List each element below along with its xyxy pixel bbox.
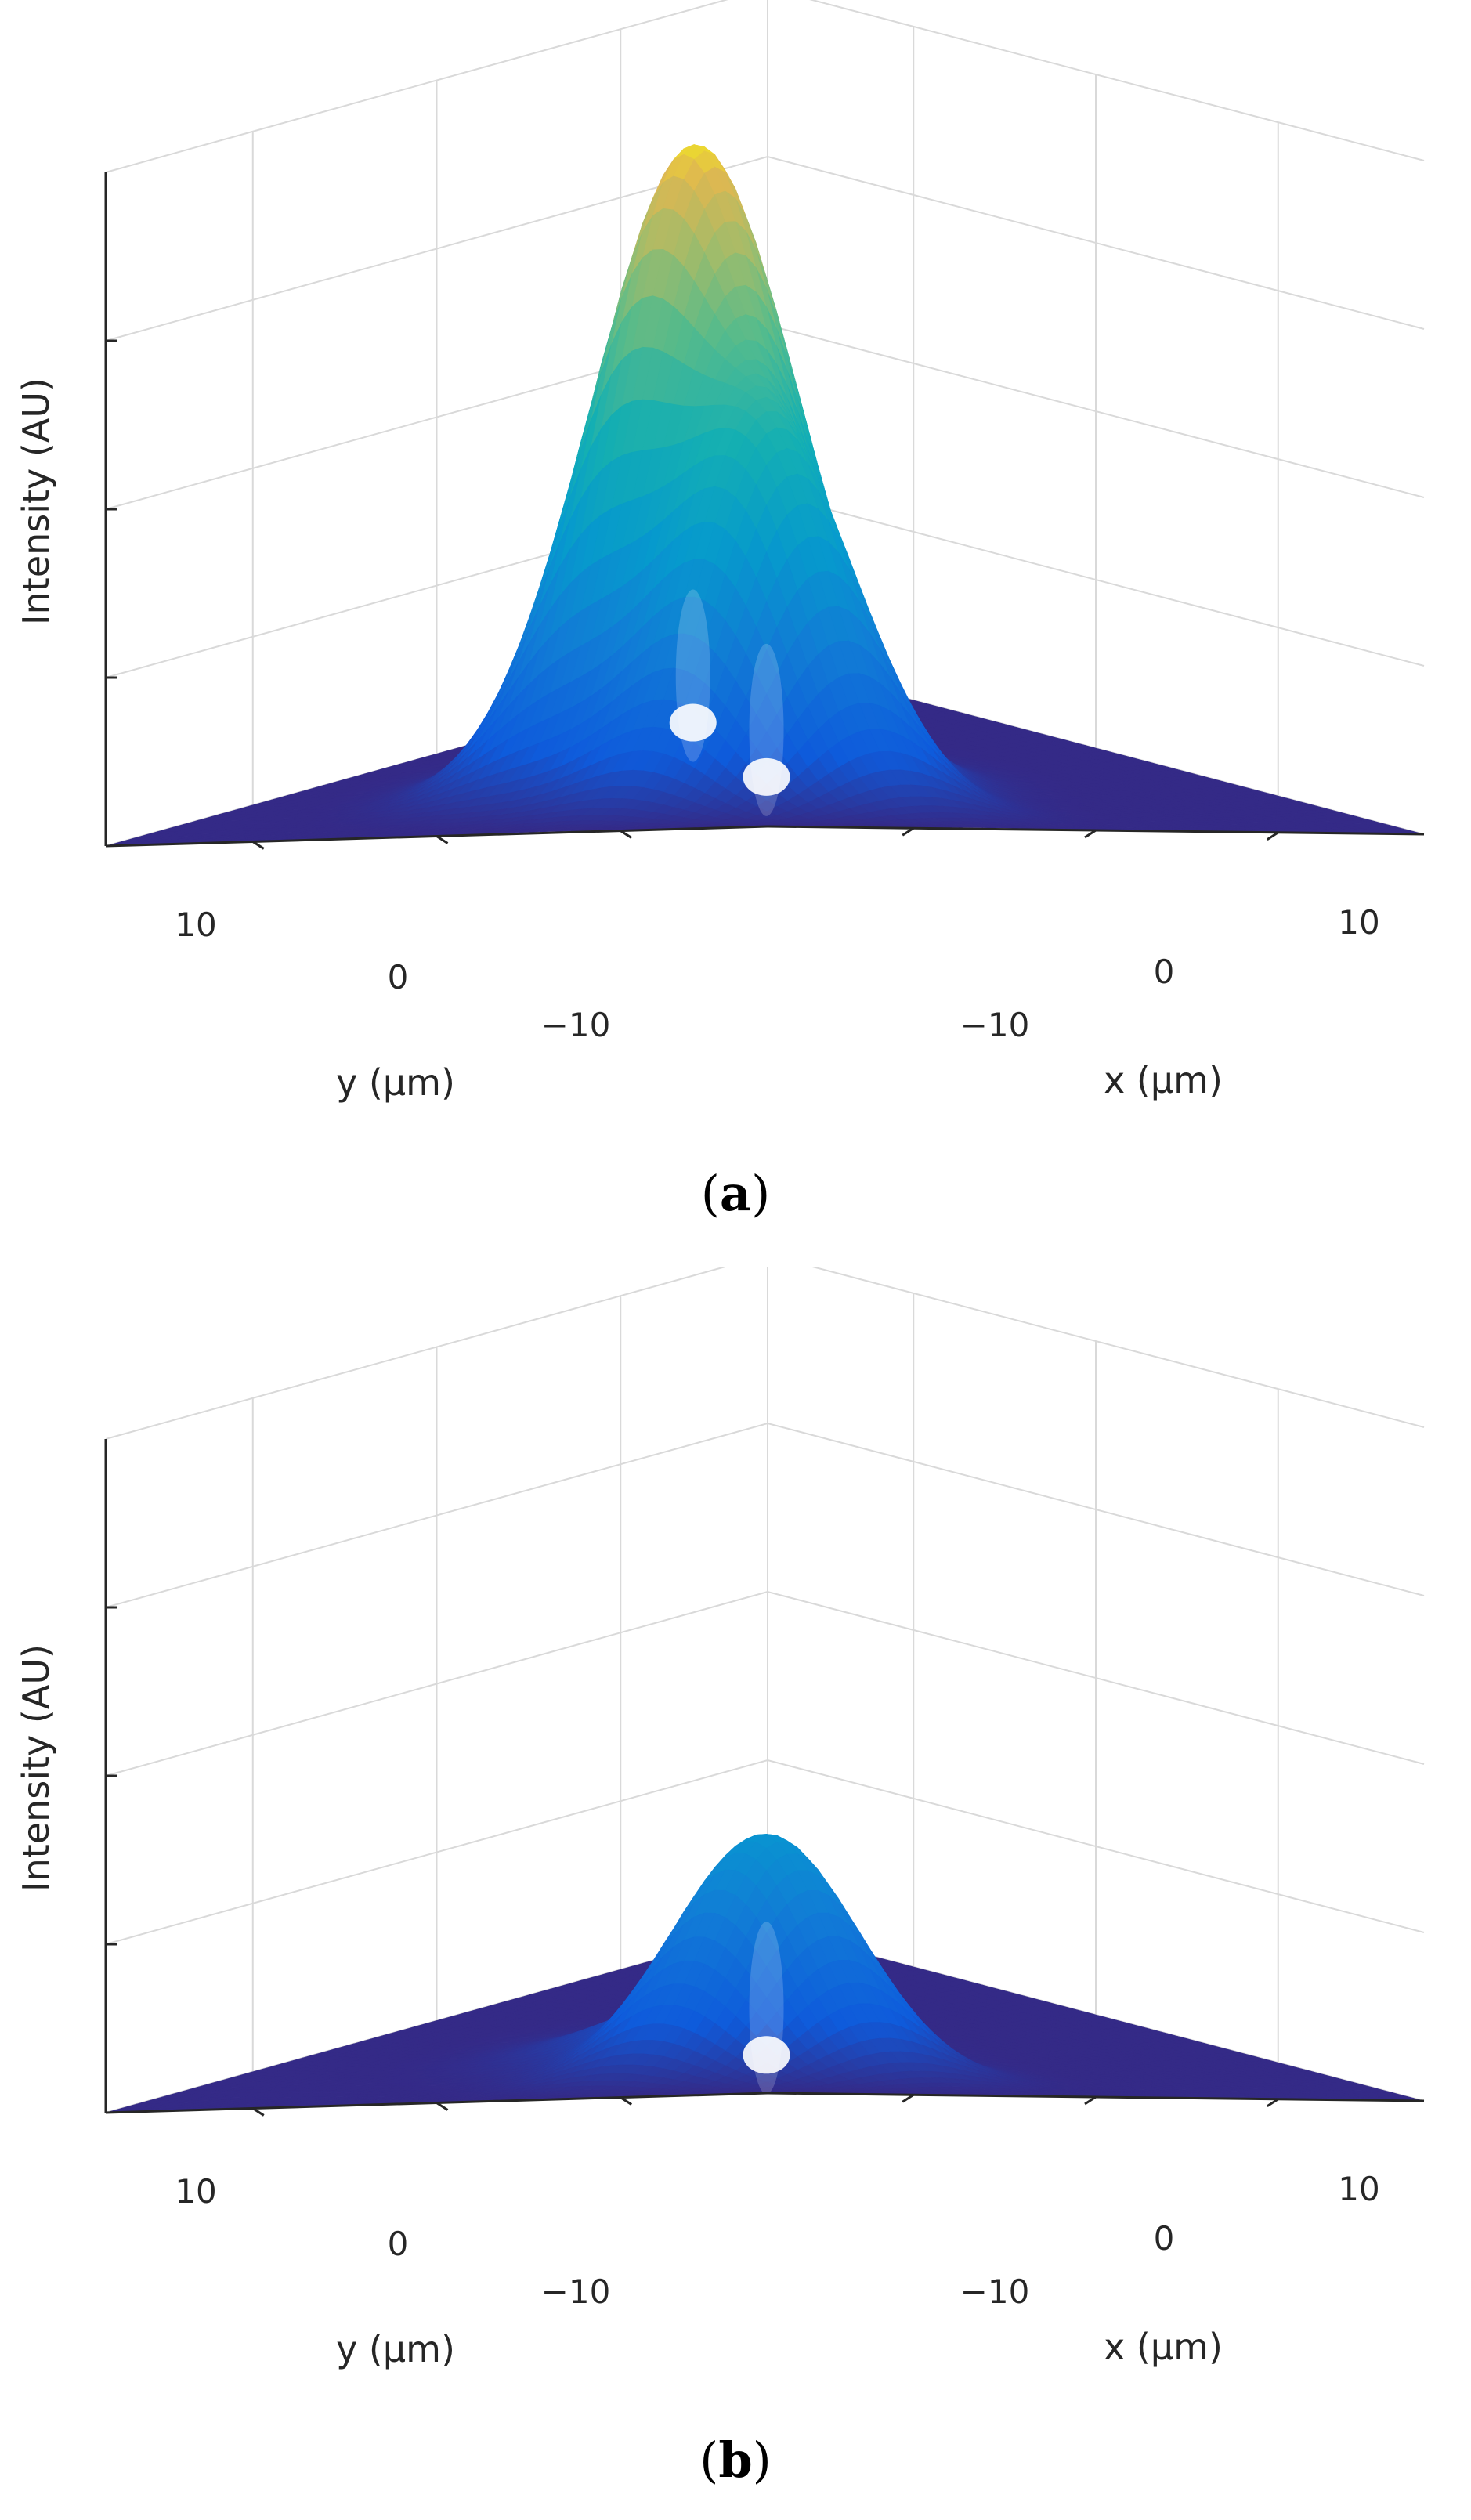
specular-highlight xyxy=(675,589,710,762)
grid-line xyxy=(105,0,1425,173)
y-tick xyxy=(251,841,265,850)
grid-line xyxy=(105,155,1425,342)
specular-highlight xyxy=(743,757,790,796)
grid-line xyxy=(105,1422,1425,1608)
z-axis-label: Intensity (AU) xyxy=(15,378,57,625)
y-tick-label: 10 xyxy=(175,906,216,944)
x-tick-label: −10 xyxy=(960,1006,1030,1044)
y-tick xyxy=(436,835,449,844)
surface xyxy=(105,1834,1425,2113)
axes xyxy=(104,172,1425,850)
y-tick-label: 0 xyxy=(388,958,409,996)
panel-caption: (a) xyxy=(701,1165,771,1222)
panel-b: 10 0 −10 −10 0 10 y (μm) x (μm) Intensit… xyxy=(0,1267,1471,2520)
x-axis-label: x (μm) xyxy=(1104,1059,1223,1101)
x-axis-ticks: −10 0 10 xyxy=(960,903,1380,1044)
x-tick xyxy=(902,826,915,837)
x-tick xyxy=(1084,829,1097,839)
x-tick xyxy=(1266,831,1279,841)
y-axis-label: y (μm) xyxy=(336,1061,455,1104)
y-tick-label: −10 xyxy=(541,1006,611,1044)
panel-a: 10 0 −10 −10 0 10 y (μm) x (μm) Intensit… xyxy=(0,0,1471,1253)
grid-lines xyxy=(105,1267,1425,2113)
grid-line xyxy=(105,1267,1425,1440)
specular-highlight xyxy=(669,703,717,742)
grid-line xyxy=(105,1759,1425,1945)
surface xyxy=(105,144,1425,847)
x-tick-label: 0 xyxy=(1154,953,1175,991)
surface-plot-a: 10 0 −10 −10 0 10 y (μm) x (μm) Intensit… xyxy=(15,0,1425,1222)
y-tick xyxy=(620,830,633,839)
specular-highlight xyxy=(749,643,784,816)
x-tick-label: 10 xyxy=(1338,903,1379,942)
surface-plot-b: 10 0 −10 −10 0 10 y (μm) x (μm) Intensit… xyxy=(15,1267,1425,2489)
grid-line xyxy=(105,1590,1425,1777)
y-axis-ticks: 10 0 −10 xyxy=(175,906,610,1044)
